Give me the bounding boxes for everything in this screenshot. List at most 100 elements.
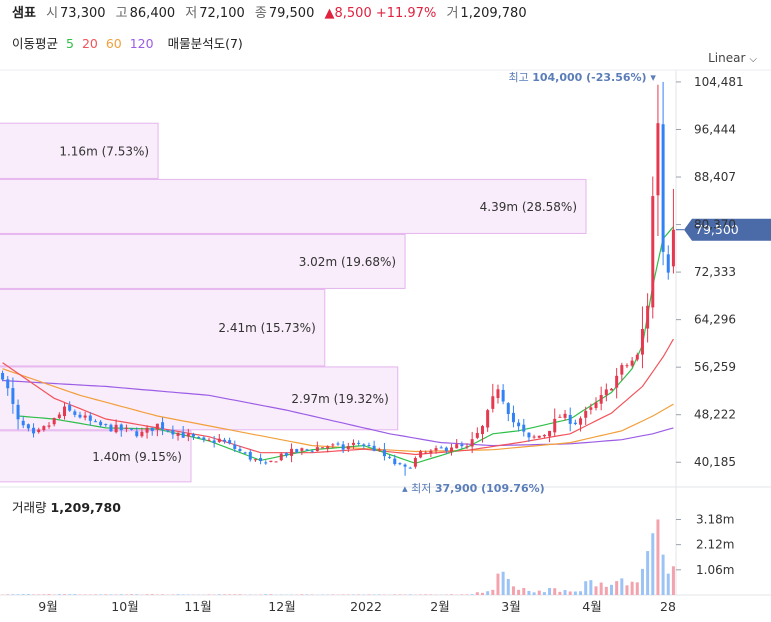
candle-body <box>532 436 536 438</box>
volume-bar <box>6 594 10 595</box>
volume-bar <box>47 594 51 595</box>
candle-body <box>480 426 484 435</box>
volume-bar <box>16 594 20 595</box>
candle-body <box>465 446 469 448</box>
candle-body <box>604 389 608 396</box>
volume-bar <box>506 579 510 595</box>
candle-body <box>192 433 196 437</box>
ma120-label: 120 <box>129 36 154 51</box>
candle-body <box>21 420 25 426</box>
candle-body <box>403 464 407 467</box>
candle-body <box>63 406 67 417</box>
candle-body <box>625 365 629 367</box>
candle-body <box>542 434 546 437</box>
chevron-down-icon: ⌵ <box>749 54 757 65</box>
volume-bar <box>470 594 474 595</box>
candle-body <box>145 427 149 433</box>
volume-bar <box>73 594 77 595</box>
y-tick-label: 72,333 <box>694 265 736 279</box>
candle-body <box>511 412 515 423</box>
volume-bar <box>233 594 237 595</box>
candle-body <box>119 424 123 431</box>
candle-body <box>93 421 97 423</box>
candle-body <box>274 461 278 463</box>
volume-profile-label: 1.40m (9.15%) <box>92 450 182 464</box>
volume-bar <box>563 590 567 595</box>
candle-body <box>68 405 72 411</box>
volume-bar <box>398 594 402 595</box>
ma-legend[interactable]: 이동평균 5 20 60 120 매물분석도(7) <box>12 33 247 52</box>
candle-body <box>52 418 56 425</box>
volume-profile-bar <box>0 366 399 431</box>
candle-body <box>259 458 263 462</box>
y-tick-label: 96,444 <box>694 122 736 136</box>
candle-body <box>573 422 577 425</box>
candle-body <box>176 432 180 436</box>
volume-label: 거 <box>446 6 459 21</box>
volume-bar <box>238 594 242 595</box>
candle-body <box>264 462 268 464</box>
vol-tick-label: 1.06m <box>696 563 734 577</box>
candle-body <box>470 439 474 447</box>
candle-body <box>651 196 655 308</box>
candle-body <box>217 438 221 442</box>
volume-bar <box>651 533 655 595</box>
ma20-line <box>2 338 674 456</box>
x-tick-label: 28 <box>660 599 676 614</box>
candle-body <box>253 459 257 461</box>
candle-body <box>37 429 41 433</box>
candle-body <box>336 443 340 445</box>
candle-body <box>382 449 386 457</box>
candle-body <box>305 449 309 451</box>
candle-body <box>377 449 381 451</box>
candle-body <box>233 444 237 449</box>
volume-bar <box>517 589 521 595</box>
volume-bar <box>542 592 546 595</box>
volume-profile-bar <box>0 122 159 179</box>
volume-bar <box>429 594 433 595</box>
candle-body <box>475 432 479 438</box>
volume-bar <box>558 591 562 595</box>
candle-body <box>558 416 562 418</box>
low-marker-prefix: ▴ 최저 <box>402 482 435 495</box>
high-value: 86,400 <box>129 6 176 21</box>
candle-body <box>181 432 185 438</box>
ma20-label: 20 <box>81 36 98 51</box>
candle-body <box>57 414 61 419</box>
volume-bar <box>615 581 619 595</box>
volume-bar <box>450 594 454 595</box>
volume-bar <box>537 590 541 595</box>
volume-bar <box>119 594 123 595</box>
x-tick-label: 11월 <box>184 599 211 614</box>
y-tick-label: 40,185 <box>694 455 736 469</box>
low-marker: ▴ 최저 37,900 (109.76%) <box>402 482 545 495</box>
candle-body <box>444 447 448 452</box>
candle-body <box>506 403 510 414</box>
candle-body <box>496 389 500 398</box>
volume-bar <box>11 594 15 595</box>
volume-bar <box>99 594 103 595</box>
candle-body <box>434 448 438 451</box>
volume-bar <box>532 592 536 595</box>
candle-body <box>424 452 428 454</box>
volume-bar <box>460 594 464 595</box>
volume-bar <box>217 594 221 595</box>
volume-profile-label: 2.97m (19.32%) <box>291 392 388 406</box>
candle-body <box>150 427 154 431</box>
volume-bar <box>465 594 469 595</box>
candle-body <box>362 444 366 446</box>
candle-body <box>346 446 350 450</box>
x-tick-label: 10월 <box>111 599 138 614</box>
volume-bar <box>264 594 268 595</box>
ma5-label: 5 <box>66 36 74 51</box>
candle-body <box>212 440 216 444</box>
volume-bar <box>109 594 113 595</box>
scale-mode-dropdown[interactable]: Linear ⌵ <box>708 51 757 65</box>
volume-profile-bar <box>0 178 587 234</box>
candle-body <box>78 414 82 418</box>
candle-body <box>130 428 134 430</box>
candle-body <box>11 388 15 404</box>
volume-bar <box>573 591 577 595</box>
low-label: 저 <box>185 6 198 21</box>
